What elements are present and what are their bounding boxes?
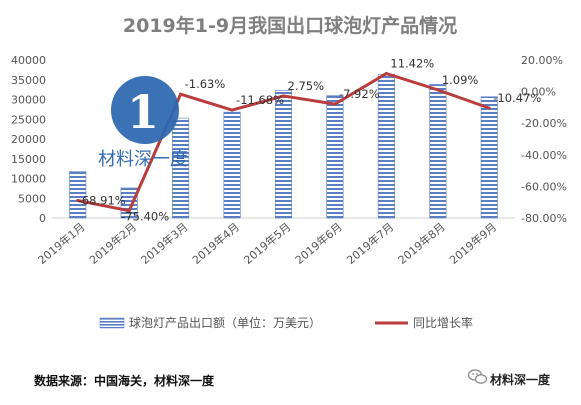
data-labels: -68.91%-75.40%-1.63%-11.68%2.75%-7.92%11…: [78, 57, 542, 224]
line-data-label: -68.91%: [78, 193, 126, 207]
bar: [480, 96, 498, 219]
line-data-label: -1.63%: [185, 77, 226, 91]
y-right-tick-label: -80.00%: [521, 212, 567, 225]
y-left-tick-label: 5000: [18, 192, 46, 205]
bar-series: [69, 73, 498, 219]
line-point: [436, 88, 440, 92]
x-tick-label: 2019年1月: [35, 220, 88, 267]
y-left-tick-label: 40000: [11, 54, 46, 67]
y-left-tick-label: 15000: [11, 153, 46, 166]
y-right-tick-label: -20.00%: [521, 117, 567, 130]
bar: [69, 171, 87, 219]
x-tick-label: 2019年5月: [241, 220, 294, 267]
line-series: [76, 72, 491, 213]
line-data-label: -7.92%: [339, 87, 380, 101]
line-point: [179, 92, 183, 96]
legend-swatch-bar: [99, 317, 125, 329]
line-point: [282, 94, 285, 98]
x-tick-label: 2019年7月: [344, 220, 397, 267]
bar: [326, 95, 344, 219]
x-tick-label: 2019年4月: [189, 220, 242, 267]
footer-brand: 材料深一度: [490, 373, 551, 387]
x-tick-label: 2019年8月: [395, 220, 448, 267]
bar: [172, 117, 190, 219]
legend: 球泡灯产品出口额（单位：万美元） 同比增长率: [99, 315, 473, 330]
y-right-tick-label: 20.00%: [521, 54, 563, 67]
line-point: [487, 106, 491, 110]
legend-label-bar: 球泡灯产品出口额（单位：万美元）: [129, 315, 321, 330]
watermark-circle: [111, 76, 179, 144]
y-right-tick-label: -60.00%: [521, 180, 567, 193]
line-data-label: -11.68%: [236, 93, 284, 107]
y-left-tick-label: 10000: [11, 173, 46, 186]
x-tick-label: 2019年2月: [86, 220, 139, 267]
legend-label-line: 同比增长率: [413, 315, 473, 330]
line-data-label: -10.47%: [493, 91, 541, 105]
y-right-tick-label: 0.00%: [521, 86, 556, 99]
line-data-label: -75.40%: [121, 210, 169, 224]
watermark-brand-text: 材料深一度: [98, 149, 188, 170]
y-left-tick-label: 20000: [11, 133, 46, 146]
line-point: [127, 209, 131, 213]
source-note: 数据来源：中国海关，材料深一度: [34, 374, 215, 388]
line-data-label: 2.75%: [288, 79, 325, 93]
bar: [429, 84, 447, 219]
watermark-logo-glyph: 1: [127, 85, 159, 139]
x-tick-label: 2019年3月: [138, 220, 191, 267]
bar: [377, 73, 395, 219]
line-data-label: 11.42%: [390, 57, 434, 71]
x-tick-label: 2019年6月: [292, 220, 345, 267]
bar: [223, 111, 241, 219]
y-left-tick-label: 0: [39, 212, 46, 225]
chart-title: 2019年1-9月我国出口球泡灯产品情况: [123, 14, 457, 37]
line-point: [333, 102, 337, 106]
y-left-tick-label: 30000: [11, 94, 46, 107]
wechat-icon: [468, 369, 488, 384]
watermark-logo: 1 材料深一度: [98, 76, 188, 170]
y-right-tick-label: -40.00%: [521, 149, 567, 162]
line-point: [230, 108, 234, 112]
line-point: [76, 198, 80, 202]
y-left-tick-label: 25000: [11, 113, 46, 126]
line-data-label: 1.09%: [442, 73, 479, 87]
x-tick-label: 2019年9月: [447, 220, 500, 267]
bar: [274, 90, 293, 219]
line-point: [384, 72, 388, 76]
y-left-tick-label: 35000: [11, 74, 46, 87]
